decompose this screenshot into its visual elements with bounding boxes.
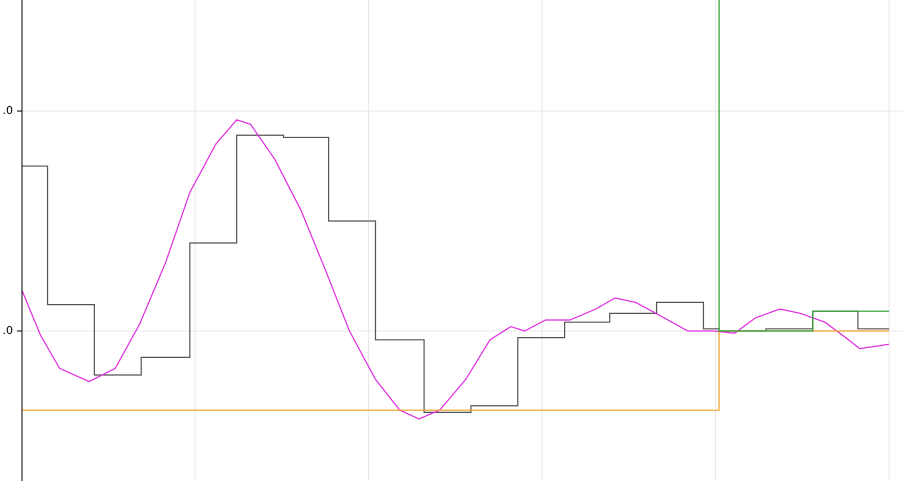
series-line (718, 0, 890, 332)
y-tick-label: .0 (3, 104, 14, 117)
grid (22, 0, 903, 481)
series-line (22, 119, 890, 420)
series-line (22, 134, 890, 413)
series-line (22, 330, 890, 411)
plot-area (22, 0, 890, 420)
y-tick-label: .0 (3, 324, 14, 337)
axes: .0 .0 (3, 0, 23, 481)
